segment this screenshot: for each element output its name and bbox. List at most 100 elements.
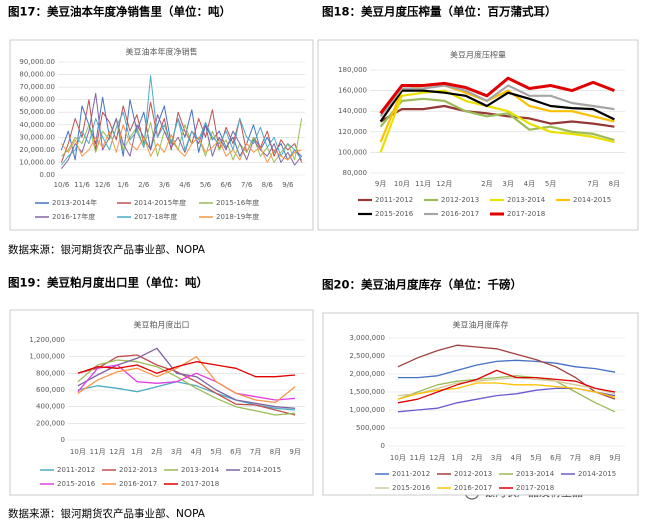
y-tick-label: 100,000 [338, 148, 367, 156]
x-tick-label: 12月 [429, 454, 445, 462]
legend-label: 2011-2012 [375, 196, 413, 204]
y-tick-label: 400,000 [36, 403, 65, 411]
legend-label: 2012-2013 [454, 470, 492, 478]
x-tick-label: 10月 [394, 180, 410, 188]
x-tick-label: 1月 [131, 448, 142, 456]
y-tick-label: 60,000.00 [19, 96, 55, 104]
series-line [397, 375, 616, 413]
chart: 图18：美豆月度压榨量（单位：百万蒲式耳） 美豆月度压榨量 80,000 100,00… [317, 5, 639, 231]
x-tick-label: 8月 [590, 454, 601, 462]
y-tick-label: 120,000 [338, 128, 367, 136]
y-tick-label: 140,000 [338, 107, 367, 115]
x-tick-label: 2/6 [138, 181, 150, 189]
y-tick-label: 50,000.00 [19, 108, 55, 116]
series-line [379, 89, 615, 153]
series-line [77, 361, 296, 378]
x-tick-label: 1/6 [118, 181, 130, 189]
legend-label: 2015-2016 [57, 480, 96, 488]
source-note: 数据来源：银河期货农产品事业部、NOPA [8, 507, 206, 520]
y-tick-label: 70,000.00 [19, 83, 55, 91]
y-tick-label: 20,000.00 [19, 146, 55, 154]
x-tick-label: 7/6 [241, 181, 253, 189]
y-tick-label: 30,000.00 [19, 133, 55, 141]
legend-label: 2013-2014 [181, 466, 220, 474]
y-tick-label: 80,000.00 [19, 71, 55, 79]
legend-label: 2016-17年度 [52, 212, 95, 221]
x-tick-label: 9月 [609, 454, 620, 462]
series-line [77, 364, 296, 401]
y-tick-label: 10,000.00 [19, 158, 55, 166]
x-tick-label: 7月 [250, 448, 261, 456]
x-tick-label: 5/6 [200, 181, 212, 189]
y-tick-label: 0.00 [39, 171, 55, 179]
chart-title: 美豆油月度库存 [453, 320, 509, 330]
y-tick-label: 200,000 [36, 419, 65, 427]
y-tick-label: 1,500,000 [349, 388, 385, 396]
chart-frame [9, 309, 314, 496]
x-tick-label: 4/6 [179, 181, 191, 189]
chart-title: 美豆月度压榨量 [450, 50, 506, 60]
figure-caption: 图19：美豆粕月度出口里（单位：吨） [8, 276, 208, 290]
series-line [61, 75, 303, 166]
source-note: 数据来源：银河期货农产品事业部、NOPA [8, 243, 206, 256]
legend-label: 2016-2017 [119, 480, 157, 488]
chart-title: 美豆粕月度出口 [134, 320, 190, 330]
legend-label: 2013-2014 [507, 196, 546, 204]
y-tick-label: 2,000,000 [349, 370, 385, 378]
x-tick-label: 6/6 [220, 181, 232, 189]
x-tick-label: 3月 [171, 448, 182, 456]
legend-label: 2011-2012 [392, 470, 430, 478]
x-tick-label: 12月 [109, 448, 125, 456]
y-tick-label: 80,000 [343, 169, 368, 177]
legend-label: 2015-2016 [392, 484, 431, 492]
series-line [60, 96, 302, 161]
x-tick-label: 11/6 [74, 181, 90, 189]
legend-label: 2013-2014 [516, 470, 555, 478]
x-tick-label: 9月 [289, 448, 300, 456]
series-line [60, 99, 303, 163]
legend-label: 2012-2013 [441, 196, 479, 204]
x-tick-label: 5月 [210, 448, 221, 456]
series-line [379, 84, 615, 117]
figure-caption: 图20：美豆油月度库存（单位：千磅） [322, 278, 522, 292]
legend-label: 2014-2015 [578, 470, 616, 478]
series-line [77, 354, 296, 416]
legend-label: 2015-16年度 [216, 198, 259, 207]
x-tick-label: 8/6 [262, 181, 274, 189]
series-line [77, 359, 296, 416]
y-tick-label: 600,000 [36, 386, 65, 394]
y-tick-label: 90,000.00 [19, 58, 55, 66]
x-tick-label: 6月 [550, 454, 561, 462]
x-tick-label: 5月 [545, 180, 556, 188]
series-line [397, 376, 616, 397]
series-line [77, 347, 296, 409]
x-tick-label: 2月 [481, 180, 492, 188]
x-tick-label: 2月 [151, 448, 162, 456]
series-line [77, 356, 296, 404]
x-tick-label: 3/6 [159, 181, 171, 189]
x-tick-label: 12月 [436, 180, 452, 188]
x-tick-label: 7月 [587, 180, 598, 188]
y-tick-label: 500,000 [356, 424, 385, 432]
chart: 图19：美豆粕月度出口里（单位：吨） 美豆粕月度出口 0 200,000 400,000… [8, 276, 314, 496]
series-line [379, 97, 615, 142]
y-tick-label: 180,000 [338, 66, 367, 74]
chart-frame [9, 39, 314, 231]
x-tick-label: 10月 [390, 454, 406, 462]
x-tick-label: 6月 [230, 448, 241, 456]
x-tick-label: 7月 [570, 454, 581, 462]
x-tick-label: 10月 [70, 448, 86, 456]
legend-label: 2011-2012 [57, 466, 95, 474]
legend-label: 2017-2018 [516, 484, 554, 492]
legend-label: 2012-2013 [119, 466, 157, 474]
x-tick-label: 8月 [609, 180, 620, 188]
legend-label: 2016-2017 [441, 210, 479, 218]
legend-label: 2017-18年度 [134, 212, 177, 221]
y-tick-label: 3,000,000 [349, 334, 385, 342]
x-tick-label: 4月 [191, 448, 202, 456]
legend-label: 2017-2018 [507, 210, 545, 218]
chart-title: 美豆油本年度净销售 [126, 47, 198, 57]
x-tick-label: 5月 [530, 454, 541, 462]
x-tick-label: 10/6 [54, 181, 70, 189]
